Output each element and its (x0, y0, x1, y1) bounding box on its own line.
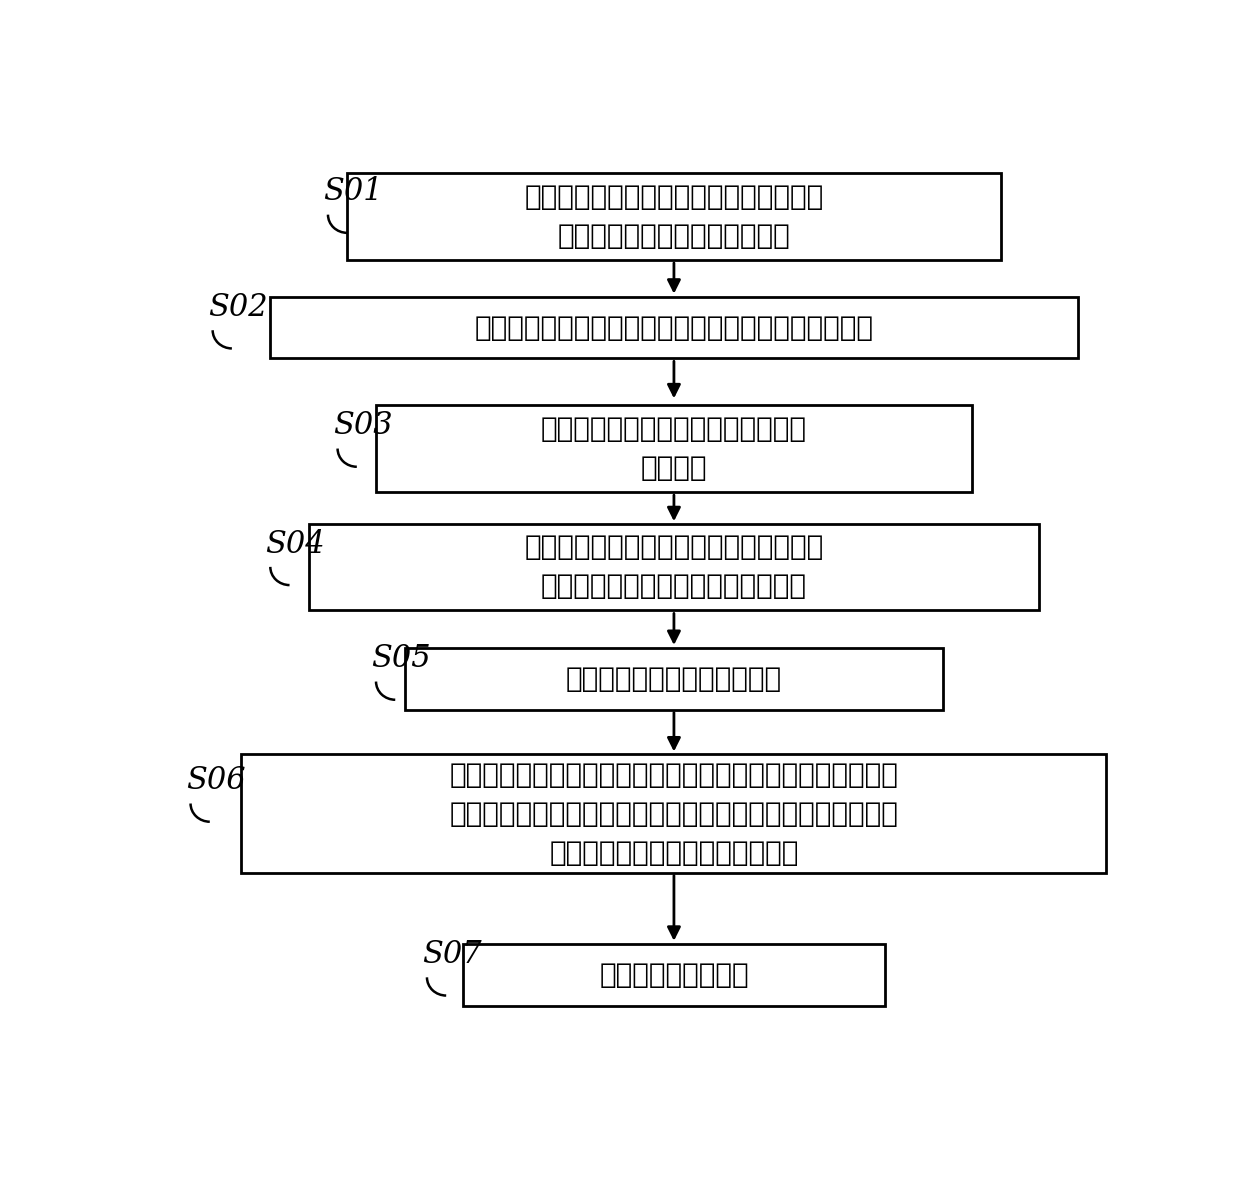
Text: 在第二晶片上形成第二电路结构的第二栅极及第二互联结构，
并在第二互联结构的其中一层与第一电路结构的第一互联结构
的其中一层之间形成晶片间互联线: 在第二晶片上形成第二电路结构的第二栅极及第二互联结构， 并在第二互联结构的其中一… (450, 760, 898, 866)
Bar (309, 524, 1039, 610)
Text: 覆盖第二顶层钝化层: 覆盖第二顶层钝化层 (599, 961, 749, 988)
Bar (270, 297, 1078, 358)
Text: 提供第二晶片，第二晶片的第一表面上形成有对准标记: 提供第二晶片，第二晶片的第一表面上形成有对准标记 (475, 313, 873, 342)
Text: S06: S06 (186, 765, 246, 797)
Text: S03: S03 (332, 410, 392, 441)
Bar (463, 943, 885, 1006)
Text: 将第二晶片的第一表面朝向第一顶层钝化
层，进行第一晶片和第二晶片的键合: 将第二晶片的第一表面朝向第一顶层钝化 层，进行第一晶片和第二晶片的键合 (525, 533, 823, 600)
Text: S01: S01 (324, 176, 383, 207)
Text: 提供第一晶片，第一晶片上形成有第一电
路结构及其上的第一顶层钝化层: 提供第一晶片，第一晶片上形成有第一电 路结构及其上的第一顶层钝化层 (525, 183, 823, 249)
Bar (242, 754, 1106, 872)
Text: 将第二晶片减薄至第二掺杂区: 将第二晶片减薄至第二掺杂区 (565, 664, 782, 693)
Bar (347, 174, 1001, 260)
Text: S05: S05 (371, 643, 430, 674)
Text: S07: S07 (422, 939, 482, 970)
Bar (404, 648, 944, 709)
Text: 在第二晶片上形成第二电路结构的第
二掺杂区: 在第二晶片上形成第二电路结构的第 二掺杂区 (541, 415, 807, 482)
Bar (376, 405, 972, 492)
Text: S02: S02 (208, 292, 268, 323)
Text: S04: S04 (265, 528, 325, 559)
